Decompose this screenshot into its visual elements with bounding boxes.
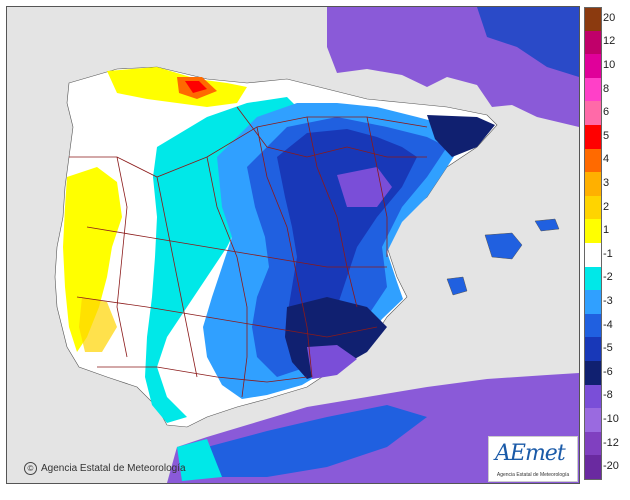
portugal-warm-area xyxy=(63,167,122,352)
legend-label: -4 xyxy=(603,318,613,331)
menorca-island xyxy=(534,218,560,232)
legend-label: -20 xyxy=(603,460,619,473)
legend-label: -2 xyxy=(603,271,613,284)
credit-text: Agencia Estatal de Meteorología xyxy=(41,463,186,474)
legend-swatch xyxy=(584,361,602,385)
copyright-icon: © xyxy=(24,462,37,475)
legend-swatch xyxy=(584,77,602,102)
legend-label: 8 xyxy=(603,82,610,95)
legend-swatch xyxy=(584,290,602,314)
legend-label: 6 xyxy=(603,106,610,119)
legend-label: 5 xyxy=(603,129,610,142)
legend-swatch xyxy=(584,384,602,409)
legend-label: 20 xyxy=(603,11,616,24)
cyan-belt xyxy=(145,97,307,423)
legend-label: -12 xyxy=(603,436,619,449)
legend-label: -6 xyxy=(603,365,613,378)
ibiza-island xyxy=(446,276,468,296)
logo-mark: AEmet xyxy=(495,441,566,466)
legend-swatch xyxy=(584,243,602,267)
north-coast-warm xyxy=(107,67,247,107)
aragon-purple-spot xyxy=(337,167,392,207)
legend-label: -1 xyxy=(603,247,613,260)
legend-swatch xyxy=(584,172,602,196)
color-legend: 20 12 10 8 6 5 4 3 2 1 -1 -2 -3 -4 -5 -6 -8 -10 -12 -20 xyxy=(584,7,630,480)
legend-label: 4 xyxy=(603,153,610,166)
legend-swatch xyxy=(584,30,602,55)
legend-swatch xyxy=(584,219,602,243)
catalonia-cold-core xyxy=(427,115,495,157)
legend-swatch xyxy=(584,7,602,32)
province-borders xyxy=(69,106,428,398)
asturias-hot-core xyxy=(185,81,207,93)
logo-subtitle: Agencia Estatal de Meteorología xyxy=(496,472,570,478)
legend-label: -10 xyxy=(603,413,619,425)
temperature-anomaly-map xyxy=(6,6,580,484)
legend-swatch xyxy=(584,313,602,338)
north-africa-cold-belt xyxy=(207,405,427,477)
north-africa-cyan-area xyxy=(177,439,222,481)
legend-swatch xyxy=(584,101,602,125)
legend-swatch xyxy=(584,266,602,291)
mallorca-island xyxy=(484,232,523,260)
agency-credit: © Agencia Estatal de Meteorología xyxy=(24,462,186,475)
legend-label: -5 xyxy=(603,342,613,355)
legend-label: 1 xyxy=(603,224,610,237)
legend-swatch xyxy=(584,455,602,480)
legend-label: 12 xyxy=(603,35,616,48)
legend-swatch xyxy=(584,195,602,220)
legend-swatch xyxy=(584,337,602,361)
legend-label: 10 xyxy=(603,59,616,71)
legend-label: -3 xyxy=(603,295,613,307)
legend-swatch xyxy=(584,54,602,78)
legend-swatch xyxy=(584,431,602,456)
legend-label: 2 xyxy=(603,200,610,213)
murcia-purple-spot xyxy=(307,345,357,379)
portugal-south-warm xyxy=(79,297,117,352)
iberia-map-graphic xyxy=(7,7,579,483)
alps-region xyxy=(477,7,579,77)
aemet-logo: AEmet Agencia Estatal de Meteorología xyxy=(488,436,578,482)
legend-label: 3 xyxy=(603,177,610,189)
legend-swatch xyxy=(584,125,602,149)
legend-swatch xyxy=(584,408,602,432)
legend-label: -8 xyxy=(603,389,613,402)
legend-swatch xyxy=(584,148,602,173)
